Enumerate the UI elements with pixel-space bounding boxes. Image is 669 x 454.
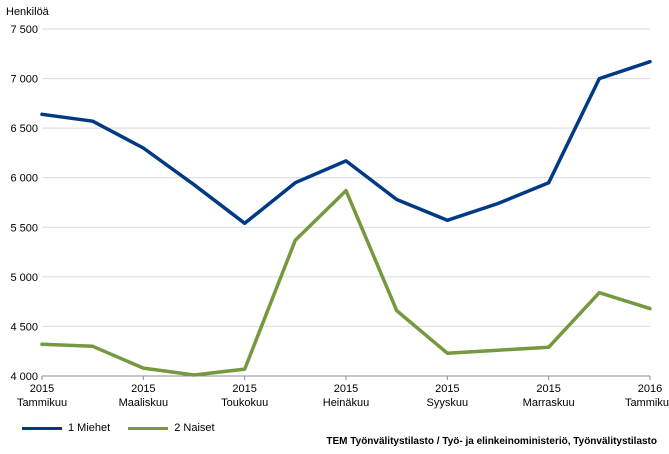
data-point xyxy=(293,181,297,185)
legend-label-naiset: 2 Naiset xyxy=(174,422,215,434)
data-point xyxy=(192,373,196,377)
series-line-naiset xyxy=(40,188,652,377)
data-point xyxy=(496,348,500,352)
data-point xyxy=(40,112,44,116)
data-point xyxy=(91,344,95,348)
data-point xyxy=(344,189,348,193)
x-tick-month: Maaliskuu xyxy=(119,397,169,409)
x-tick-month: Toukokuu xyxy=(221,397,268,409)
x-tick-year: 2015 xyxy=(536,383,560,395)
y-tick-label: 5 500 xyxy=(10,222,38,234)
x-tick-month: Tammikuu xyxy=(17,397,67,409)
x-tick-year: 2015 xyxy=(435,383,459,395)
data-point xyxy=(395,198,399,202)
legend-swatch-naiset xyxy=(128,426,169,430)
x-tick-year: 2015 xyxy=(232,383,256,395)
data-point xyxy=(395,309,399,313)
data-point xyxy=(547,181,551,185)
gridlines xyxy=(42,28,650,377)
y-tick-label: 6 500 xyxy=(10,123,38,135)
data-point xyxy=(243,221,247,225)
source-note: TEM Työnvälitystilasto / Työ- ja elinkei… xyxy=(326,436,657,447)
x-tick-month: Heinäkuu xyxy=(323,397,369,409)
data-point xyxy=(445,218,449,222)
data-point xyxy=(597,77,601,81)
x-tick-labels: 2015 Tammikuu 2015 Maaliskuu 2015 Toukokuu 201… xyxy=(17,376,669,409)
y-tick-label: 6 000 xyxy=(10,173,38,185)
data-point xyxy=(293,238,297,242)
x-tick-year: 2016 xyxy=(638,383,662,395)
data-point xyxy=(547,345,551,349)
data-point xyxy=(243,367,247,371)
series-line-miehet xyxy=(40,59,652,226)
y-tick-label: 4 500 xyxy=(10,321,38,333)
x-tick-year: 2015 xyxy=(30,383,54,395)
legend-item-naiset: 2 Naiset xyxy=(128,422,215,434)
y-tick-label: 7 000 xyxy=(10,74,38,86)
data-point xyxy=(192,183,196,187)
y-tick-label: 5 000 xyxy=(10,272,38,284)
y-tick-label: 7 500 xyxy=(10,24,38,36)
x-tick-month: Syyskuu xyxy=(427,397,469,409)
series-lines xyxy=(40,59,652,377)
y-tick-labels: 4 000 4 500 5 000 5 500 6 000 6 500 7 000 7 500 xyxy=(10,24,38,383)
legend: 1 Miehet 2 Naiset xyxy=(22,422,215,434)
data-point xyxy=(597,291,601,295)
y-axis-title: Henkilöä xyxy=(6,6,50,18)
x-tick-month: Tammikuu xyxy=(625,397,669,409)
data-point xyxy=(648,60,652,64)
data-point xyxy=(141,146,145,150)
y-tick-label: 4 000 xyxy=(10,371,38,383)
data-point xyxy=(344,159,348,163)
x-tick-month: Marraskuu xyxy=(523,397,575,409)
data-point xyxy=(40,342,44,346)
legend-item-miehet: 1 Miehet xyxy=(22,422,110,434)
x-tick-year: 2015 xyxy=(334,383,358,395)
legend-label-miehet: 1 Miehet xyxy=(68,422,111,434)
data-point xyxy=(445,351,449,355)
x-tick-year: 2015 xyxy=(131,383,155,395)
data-point xyxy=(91,119,95,123)
data-point xyxy=(141,366,145,370)
data-point xyxy=(648,307,652,311)
legend-swatch-miehet xyxy=(22,426,62,430)
data-point xyxy=(496,201,500,205)
